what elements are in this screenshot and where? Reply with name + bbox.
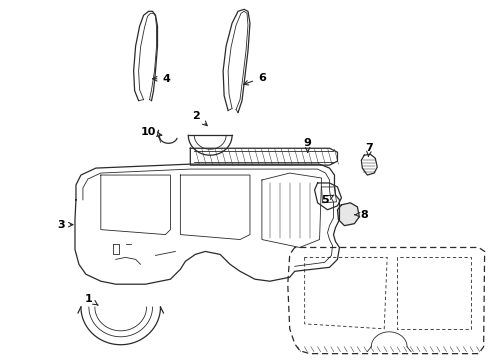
Text: 3: 3 [57,220,73,230]
Text: 2: 2 [192,111,207,126]
Text: 7: 7 [365,143,372,156]
Text: 8: 8 [354,210,367,220]
Text: 10: 10 [141,127,162,138]
Text: 9: 9 [303,138,311,152]
Text: 4: 4 [152,74,170,84]
Text: 1: 1 [85,294,98,305]
Polygon shape [337,203,359,226]
Text: 6: 6 [244,73,265,85]
Text: 5: 5 [320,195,333,205]
